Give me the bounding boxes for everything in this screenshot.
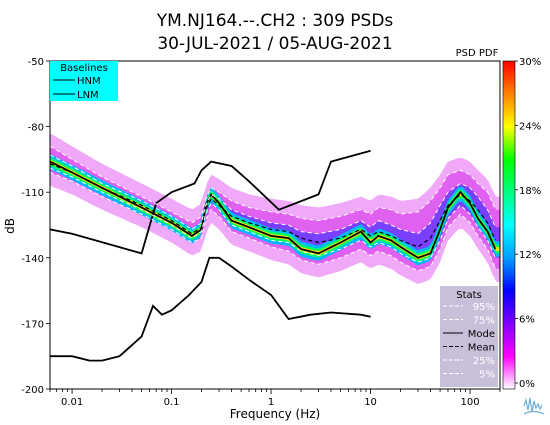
legend-lnm-label: LNM [77,90,99,101]
baselines-legend-title: Baselines [60,63,108,74]
legend-hnm-label: HNM [77,76,101,87]
y-tick-label: -80 [28,123,44,134]
colorbar-tick-label: 6% [519,315,535,326]
x-tick-label: 10 [364,397,377,408]
y-tick-label: -170 [21,319,44,330]
x-axis-label: Frequency (Hz) [230,407,321,421]
x-tick-label: 0.1 [164,397,180,408]
series-25-pct [50,167,496,263]
x-axis: 0.01 0.1 1 10 100 [49,389,501,408]
chart-title: YM.NJ164.--.CH2 : 309 PSDs [156,11,394,31]
colorbar-tick-label: 24% [519,121,541,132]
colorbar-tick-label: 30% [519,57,541,68]
y-tick-label: -140 [21,254,44,265]
series-95-pct [50,145,496,224]
stats-legend-title: Stats [456,290,482,301]
series-mode [50,160,497,259]
series-layer [50,145,497,362]
series-hnm [50,149,371,255]
iris-logo-icon [523,397,545,415]
y-axis-label: dB [3,218,17,234]
chart-subtitle: 30-JUL-2021 / 05-AUG-2021 [157,34,392,54]
stats-legend-box [440,286,498,387]
colorbar-tick-label: 12% [519,250,541,261]
plot-frame [49,60,501,390]
stats-legend-label: Mode [468,329,495,340]
colorbar-tick-label: 0% [519,379,535,390]
x-tick-label: 0.01 [61,397,83,408]
y-tick-label: -50 [28,57,44,68]
series-75-pct [50,154,496,235]
stats-legend-label: Mean [468,343,495,354]
colorbar-title: PSD PDF [456,48,499,59]
colorbar-gradient [502,60,516,390]
pdf-band-mode-green [50,157,500,262]
series-lnm [50,256,371,362]
colorbar: PSD PDF 0% 6% 12% 18% 24% 30% [456,48,542,390]
stats-legend-label: 75% [473,316,495,327]
series-5-pct [50,172,496,272]
stats-legend: Stats 95% 75% Mode Mean 25% 5% [440,286,498,387]
stats-legend-label: 95% [473,302,495,313]
stats-legend-label: 5% [479,370,495,381]
stats-legend-label: 25% [473,356,495,367]
series-mean [50,163,496,248]
x-tick-label: 100 [461,397,480,408]
colorbar-tick-label: 18% [519,186,541,197]
y-tick-label: -200 [21,385,44,396]
baselines-legend: Baselines HNM LNM [50,61,118,101]
x-tick-label: 1 [268,397,274,408]
y-axis: -50 -80 -110 -140 -170 -200 [21,57,50,396]
pdf-density-layer [50,133,500,284]
y-tick-label: -110 [21,188,44,199]
